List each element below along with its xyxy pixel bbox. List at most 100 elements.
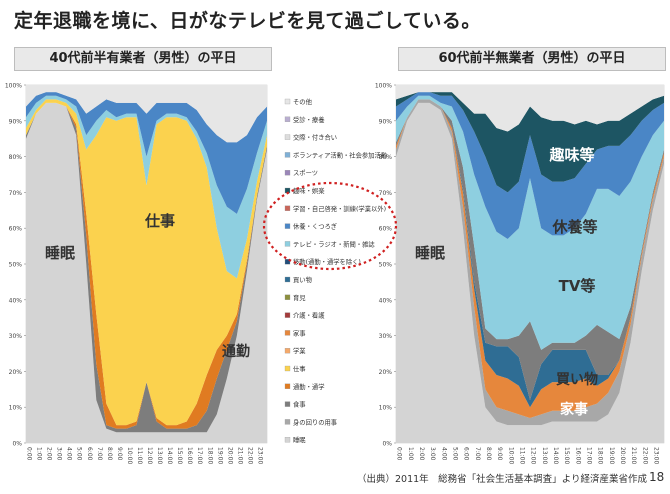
- chart-annotation: 趣味等: [548, 146, 594, 164]
- x-tick-label: 11:00: [519, 447, 526, 464]
- x-tick-label: 0:00: [26, 447, 33, 461]
- x-tick-label: 8:00: [106, 447, 113, 461]
- legend-label: 移動(通勤・通学を除く): [293, 257, 361, 266]
- y-tick-label: 30%: [9, 333, 23, 340]
- x-tick-label: 17:00: [196, 447, 203, 464]
- x-tick-label: 14:00: [166, 447, 173, 464]
- y-tick-label: 50%: [379, 262, 393, 269]
- legend-swatch: [284, 401, 291, 407]
- legend-label: 仕事: [293, 364, 306, 373]
- x-tick-label: 23:00: [256, 447, 263, 464]
- chart-annotation: 通勤: [222, 343, 250, 360]
- y-tick-label: 30%: [379, 333, 393, 340]
- x-tick-label: 14:00: [552, 447, 559, 464]
- x-tick-label: 12:00: [530, 447, 537, 464]
- legend-swatch: [284, 116, 291, 122]
- x-tick-label: 7:00: [474, 447, 481, 461]
- left-chart-title: 40代前半有業者（男性）の平日: [14, 47, 272, 71]
- area-1-7: [396, 92, 664, 193]
- x-tick-label: 19:00: [216, 447, 223, 464]
- x-tick-label: 8:00: [485, 447, 492, 461]
- y-tick-label: 100%: [5, 83, 22, 90]
- legend-swatch: [284, 98, 291, 105]
- y-tick-label: 40%: [379, 297, 393, 304]
- x-tick-label: 7:00: [96, 447, 103, 461]
- legend-label: 食事: [293, 400, 306, 409]
- x-tick-label: 16:00: [186, 447, 193, 464]
- y-tick-label: 10%: [379, 405, 393, 412]
- legend-label: 育児: [293, 293, 306, 302]
- y-tick-label: 0%: [382, 441, 392, 448]
- legend-label: 睡眠: [293, 436, 306, 444]
- chart-annotation: 睡眠: [45, 244, 75, 262]
- x-tick-label: 6:00: [86, 447, 93, 461]
- area-1-5: [396, 95, 664, 350]
- x-tick-label: 10:00: [126, 447, 133, 464]
- area-0-5: [26, 92, 267, 214]
- x-tick-label: 23:00: [653, 447, 660, 464]
- legend-swatch: [284, 259, 291, 265]
- x-tick-label: 0:00: [396, 447, 403, 461]
- area-0-3: [26, 99, 267, 426]
- x-tick-label: 16:00: [574, 447, 581, 464]
- y-tick-label: 10%: [9, 405, 23, 412]
- area-0-0: [26, 102, 267, 444]
- x-tick-label: 20:00: [226, 447, 233, 464]
- x-tick-label: 21:00: [630, 447, 637, 464]
- x-tick-label: 11:00: [136, 447, 143, 464]
- legend-label: 身の回りの用事: [293, 417, 338, 426]
- legend-label: 家事: [293, 328, 306, 337]
- x-tick-label: 15:00: [563, 447, 570, 464]
- y-tick-label: 90%: [379, 118, 393, 125]
- right-area-chart: 0% 10% 20% 30% 40% 50% 60% 70% 80% 90% 100% 0:00 1:0…: [375, 83, 665, 464]
- y-tick-label: 70%: [379, 190, 393, 197]
- x-tick-label: 3:00: [429, 447, 436, 461]
- y-tick-label: 80%: [379, 154, 393, 161]
- legend-label: その他: [293, 97, 313, 106]
- x-tick-label: 2:00: [418, 447, 425, 461]
- y-tick-label: 20%: [379, 369, 393, 376]
- y-tick-label: 60%: [379, 226, 393, 233]
- x-tick-label: 1:00: [407, 447, 414, 461]
- legend-swatch: [284, 383, 291, 389]
- legend-swatch: [284, 134, 291, 140]
- legend-label: 通勤・通学: [293, 382, 324, 391]
- legend: その他受診・療養交際・付き合いボランティア活動・社会参加活動スポーツ趣味・娯楽学…: [284, 97, 387, 444]
- x-tick-label: 18:00: [206, 447, 213, 464]
- slide-title: 定年退職を境に、日がなテレビを見て過ごしている。: [14, 10, 481, 32]
- y-tick-label: 60%: [9, 226, 23, 233]
- legend-swatch: [284, 419, 291, 425]
- x-tick-label: 17:00: [586, 447, 593, 464]
- area-0-6: [26, 85, 267, 143]
- x-tick-label: 2:00: [46, 447, 53, 461]
- legend-swatch: [284, 365, 291, 372]
- x-tick-label: 19:00: [608, 447, 615, 464]
- x-tick-label: 1:00: [36, 447, 43, 461]
- y-tick-label: 20%: [9, 369, 23, 376]
- legend-swatch: [284, 276, 291, 283]
- y-tick-label: 40%: [9, 297, 23, 304]
- x-tick-label: 3:00: [56, 447, 63, 461]
- legend-label: 受診・療養: [293, 115, 325, 124]
- chart-annotation: 買い物: [556, 371, 598, 388]
- legend-swatch: [284, 312, 291, 318]
- y-tick-label: 80%: [9, 154, 23, 161]
- x-tick-label: 5:00: [76, 447, 83, 461]
- legend-label: 買い物: [293, 275, 312, 284]
- chart-annotation: 睡眠: [415, 244, 445, 262]
- x-tick-label: 4:00: [66, 447, 73, 461]
- y-tick-label: 100%: [375, 83, 392, 90]
- x-tick-label: 9:00: [496, 447, 503, 461]
- x-tick-label: 12:00: [146, 447, 153, 464]
- y-tick-label: 70%: [9, 190, 23, 197]
- legend-swatch: [284, 294, 291, 300]
- y-tick-label: 50%: [9, 262, 23, 269]
- legend-label: 休養・くつろぎ: [293, 222, 337, 231]
- legend-swatch: [284, 241, 291, 247]
- x-tick-label: 13:00: [156, 447, 163, 464]
- chart-annotation: 家事: [560, 401, 588, 418]
- area-1-8: [396, 85, 664, 132]
- chart-annotation: TV等: [559, 277, 596, 295]
- legend-label: スポーツ: [293, 169, 318, 177]
